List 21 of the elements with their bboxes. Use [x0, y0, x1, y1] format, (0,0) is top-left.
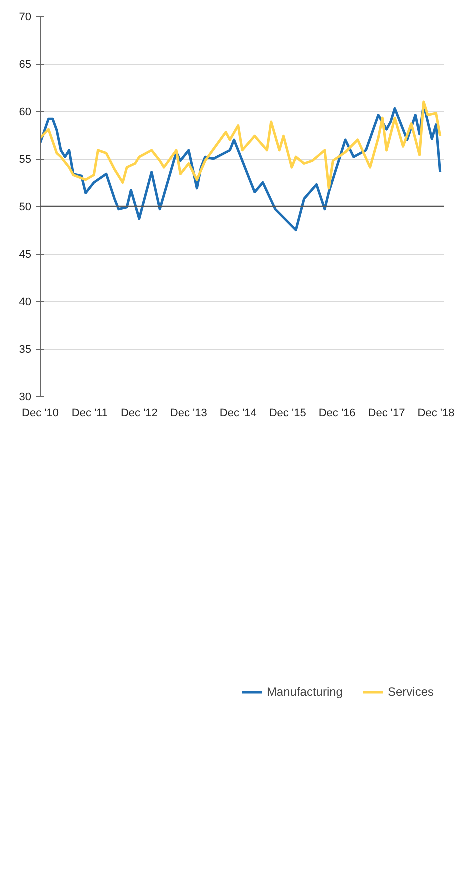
y-tick-label: 40: [19, 296, 32, 308]
line-series: [40, 100, 442, 190]
x-tick-label: Dec '11: [72, 408, 108, 420]
y-tick-label: 50: [19, 202, 32, 214]
y-tick-label: 70: [19, 12, 32, 24]
x-tick-label: Dec '12: [120, 408, 158, 420]
x-tick-label: Dec '10: [22, 408, 59, 420]
x-tick-label: Dec '15: [269, 408, 306, 420]
y-tick-label: 60: [19, 106, 32, 118]
x-tick-label: Dec '18: [418, 408, 455, 420]
y-tick-label: 35: [19, 344, 32, 356]
x-tick-label: Dec '16: [318, 408, 356, 420]
x-tick-label: Dec '17: [368, 408, 406, 420]
legend-label: Manufacturing: [266, 685, 343, 699]
x-tick-label: Dec '13: [170, 408, 208, 420]
y-tick-label: 65: [19, 59, 32, 71]
x-tick-label: Dec '14: [220, 408, 257, 420]
y-tick-label: 55: [19, 154, 32, 166]
y-tick-label: 30: [19, 392, 32, 404]
legend-label: Services: [388, 685, 434, 699]
y-tick-label: 45: [19, 249, 32, 261]
